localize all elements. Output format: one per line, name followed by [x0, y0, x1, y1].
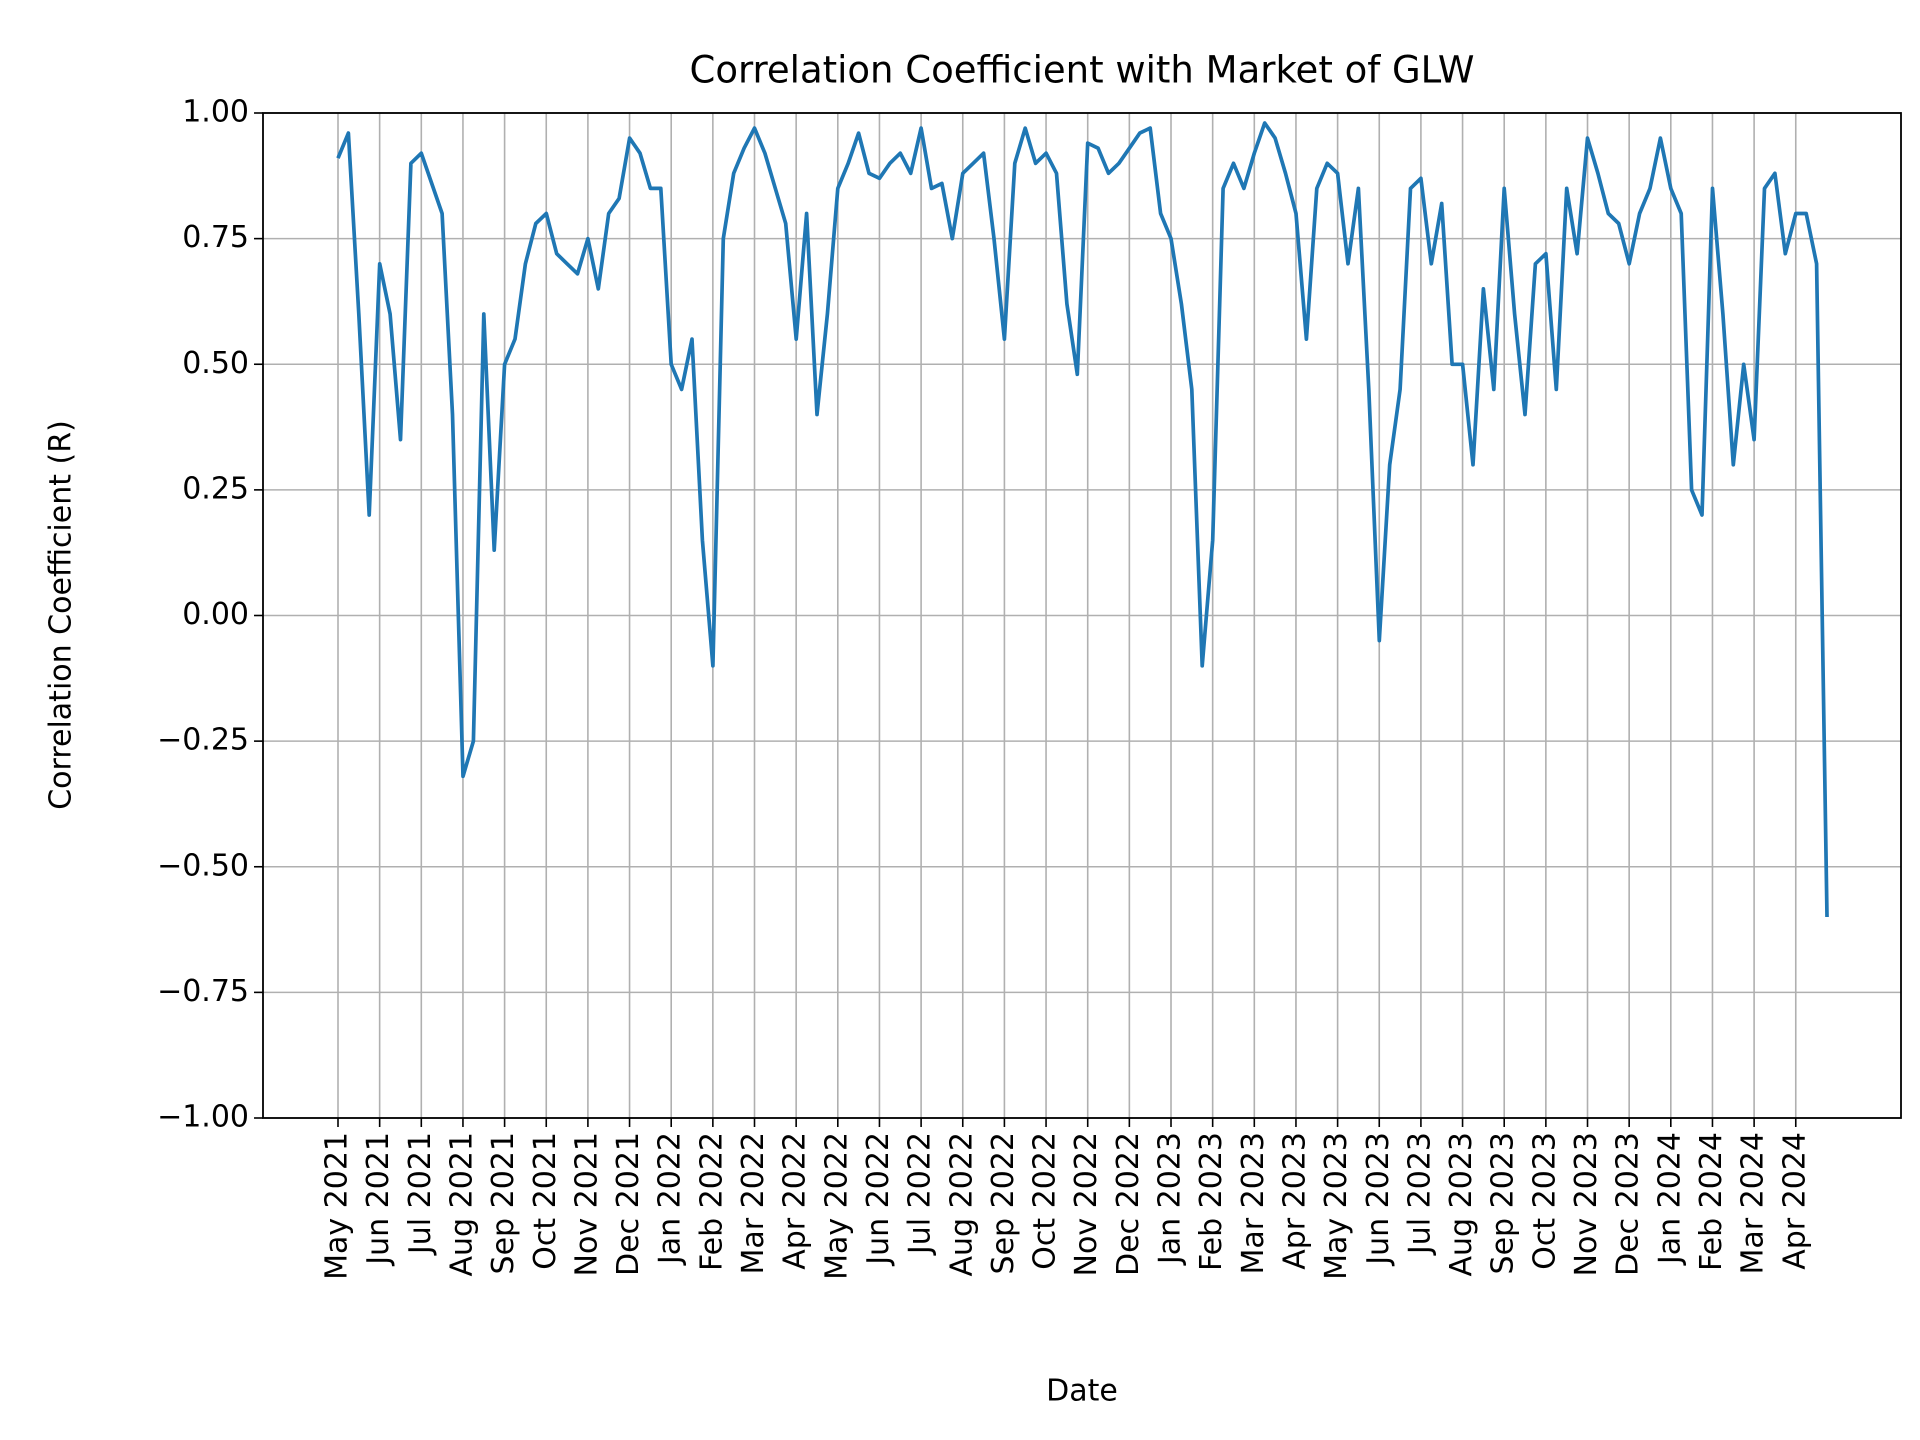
x-tick-label: Nov 2023 — [1569, 1132, 1604, 1276]
y-tick-label: 0.25 — [182, 471, 249, 506]
y-tick-label: 0.00 — [182, 597, 249, 632]
x-tick-label: Feb 2022 — [694, 1132, 729, 1271]
x-tick-label: Sep 2022 — [986, 1132, 1021, 1274]
y-tick-label: −0.75 — [157, 974, 249, 1009]
y-tick-label: −0.25 — [157, 723, 249, 758]
plot-frame — [262, 112, 1902, 1119]
x-tick-label: Jun 2021 — [361, 1132, 396, 1267]
x-tick-label: Mar 2023 — [1236, 1132, 1271, 1275]
y-tick-label: 1.00 — [182, 95, 249, 130]
x-tick-label: May 2022 — [819, 1132, 854, 1280]
x-tick-label: Aug 2023 — [1444, 1132, 1479, 1276]
x-tick-label: Feb 2023 — [1194, 1132, 1229, 1271]
y-tick-label: −1.00 — [157, 1100, 249, 1135]
x-tick-label: Oct 2023 — [1527, 1132, 1562, 1270]
x-tick-label: Oct 2021 — [528, 1132, 563, 1270]
x-tick-label: Jul 2022 — [903, 1132, 938, 1256]
x-axis-label: Date — [1046, 1374, 1118, 1409]
x-tick-label: Apr 2022 — [778, 1132, 813, 1270]
x-tick-label: Nov 2021 — [569, 1132, 604, 1276]
y-tick-label: 0.50 — [182, 346, 249, 381]
x-tick-label: Mar 2022 — [736, 1132, 771, 1275]
x-tick-label: Apr 2023 — [1277, 1132, 1312, 1270]
x-tick-label: Dec 2023 — [1611, 1132, 1646, 1276]
x-tick-label: May 2023 — [1319, 1132, 1354, 1280]
x-tick-label: Apr 2024 — [1777, 1132, 1812, 1270]
x-tick-label: Sep 2021 — [486, 1132, 521, 1274]
x-tick-label: Jun 2022 — [861, 1132, 896, 1267]
y-tick-label: −0.50 — [157, 848, 249, 883]
x-tick-label: Jan 2024 — [1652, 1132, 1687, 1266]
x-tick-label: Feb 2024 — [1694, 1132, 1729, 1271]
x-tick-label: Oct 2022 — [1028, 1132, 1063, 1270]
line — [336, 121, 1829, 918]
x-tick-label: Nov 2022 — [1069, 1132, 1104, 1276]
x-tick-label: Jun 2023 — [1361, 1132, 1396, 1267]
x-tick-label: May 2021 — [320, 1132, 355, 1280]
x-tick-label: Jul 2021 — [403, 1132, 438, 1256]
x-tick-label: Sep 2023 — [1486, 1132, 1521, 1274]
x-tick-label: Dec 2022 — [1111, 1132, 1146, 1276]
x-tick-label: Jan 2022 — [653, 1132, 688, 1266]
y-tick-label: 0.75 — [182, 220, 249, 255]
chart-title: Correlation Coefficient with Market of G… — [689, 49, 1474, 92]
x-tick-label: Aug 2022 — [944, 1132, 979, 1276]
x-tick-label: Jan 2023 — [1153, 1132, 1188, 1266]
x-tick-label: Jul 2023 — [1402, 1132, 1437, 1256]
x-tick-label: Aug 2021 — [444, 1132, 479, 1276]
y-axis-label: Correlation Coefficient (R) — [44, 420, 79, 810]
x-tick-label: Mar 2024 — [1736, 1132, 1771, 1275]
x-tick-label: Dec 2021 — [611, 1132, 646, 1276]
